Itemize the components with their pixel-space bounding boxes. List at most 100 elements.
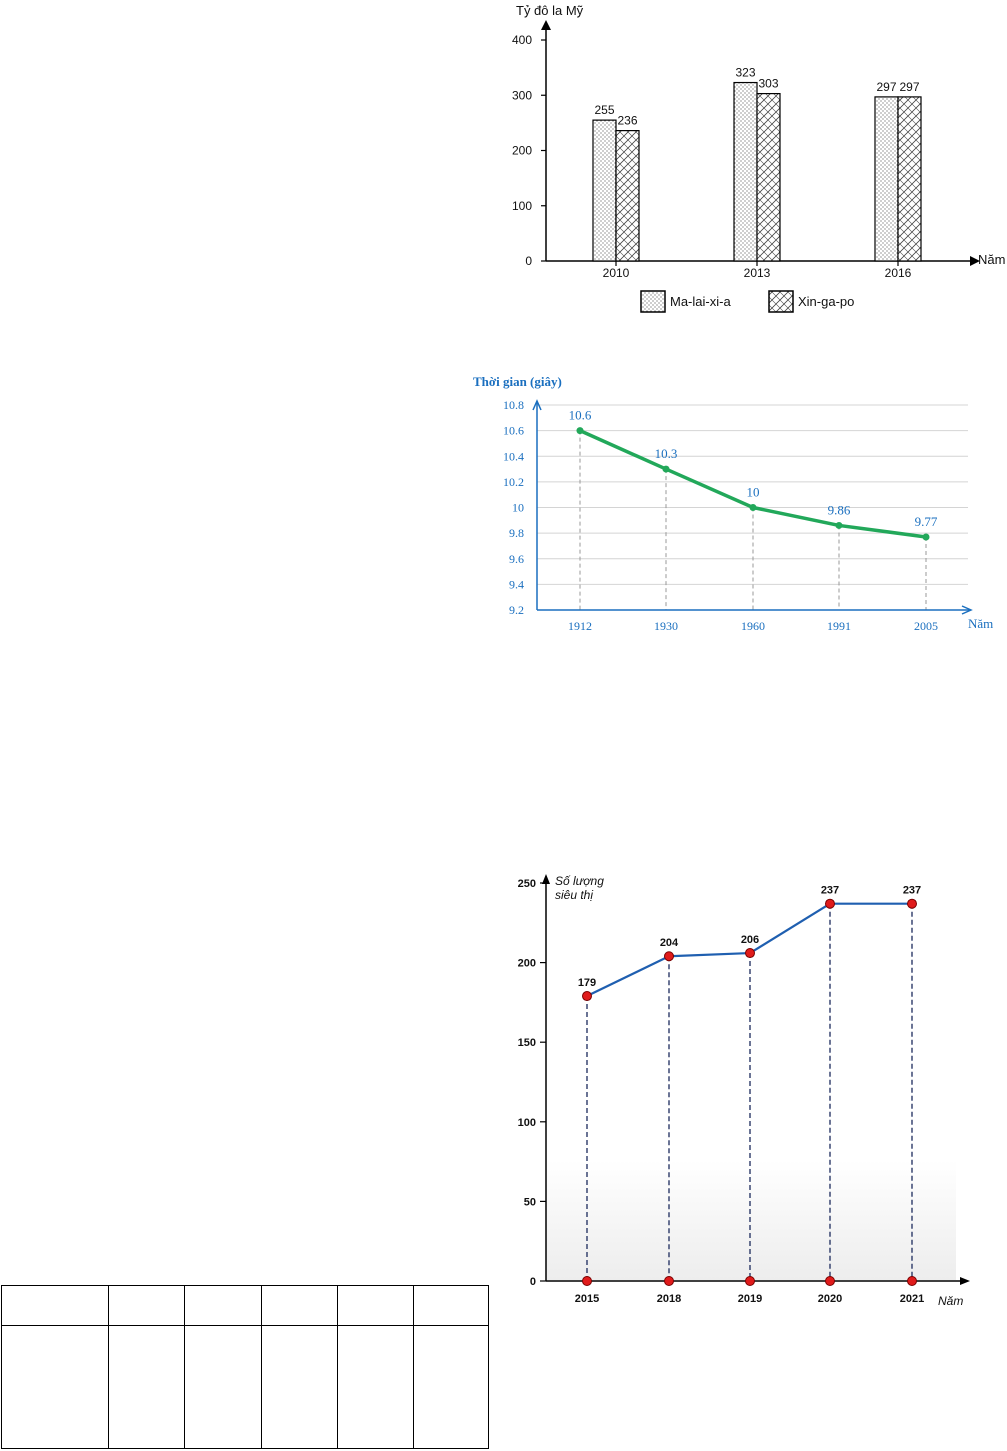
line2-x-tick-label: 2019 bbox=[738, 1293, 762, 1305]
line2-y-axis-label-2: siêu thị bbox=[555, 888, 593, 902]
bar-y-tick-label: 300 bbox=[512, 88, 532, 102]
bar-singapore bbox=[897, 96, 922, 262]
line2-y-tick-label: 150 bbox=[518, 1037, 536, 1049]
line1-value-label: 10 bbox=[747, 485, 760, 500]
table-cell bbox=[261, 1325, 338, 1449]
legend-swatch-malaysia bbox=[640, 290, 666, 313]
line1-series: 10.6 10.3 10 9.86 9.77 bbox=[569, 408, 938, 541]
line2-base-point bbox=[664, 1276, 674, 1286]
legend-label-singapore: Xin-ga-po bbox=[798, 294, 854, 309]
line2-base-point bbox=[745, 1276, 755, 1286]
line1-point bbox=[662, 465, 670, 473]
table-cell bbox=[261, 1285, 338, 1326]
bar-x-tick-label: 2013 bbox=[744, 266, 771, 280]
bar-value-label: 255 bbox=[594, 103, 614, 117]
line1-grid bbox=[537, 404, 968, 610]
line1-y-axis-label: Thời gian (giây) bbox=[473, 374, 562, 389]
bar-x-tick-label: 2016 bbox=[885, 266, 912, 280]
line1-y-tick-label: 9.8 bbox=[509, 526, 524, 540]
table-cell bbox=[413, 1325, 489, 1449]
line1-y-tick-label: 10.2 bbox=[503, 475, 524, 489]
line2-y-axis-arrow bbox=[542, 874, 550, 884]
line1-value-label: 10.6 bbox=[569, 408, 592, 423]
line2-point bbox=[825, 898, 835, 909]
line1-point bbox=[749, 504, 757, 511]
line2-y-tick-label: 200 bbox=[518, 958, 536, 970]
supermarket-line-chart: Số lượng siêu thị 0 50 100 150 200 250 2015 201… bbox=[518, 874, 970, 1308]
line1-point bbox=[835, 521, 843, 529]
bar-y-tick-label: 0 bbox=[525, 254, 532, 268]
line2-value-label: 237 bbox=[903, 885, 921, 897]
bar-y-tick-label: 400 bbox=[512, 33, 532, 47]
line1-y-tick-label: 10 bbox=[512, 501, 524, 515]
line1-y-tick-label: 9.4 bbox=[509, 577, 524, 591]
bar-y-tick-label: 200 bbox=[512, 144, 532, 158]
line1-y-axis-arrow bbox=[532, 399, 542, 411]
table-cell bbox=[1, 1325, 109, 1449]
line1-y-tick-label: 10.4 bbox=[503, 449, 524, 463]
line2-series: 179 204 206 237 237 bbox=[578, 885, 921, 1286]
line2-point bbox=[907, 898, 917, 909]
line2-x-axis-arrow bbox=[960, 1277, 970, 1285]
bar-y-tick-label: 100 bbox=[512, 199, 532, 213]
line2-x-tick-label: 2015 bbox=[575, 1293, 599, 1305]
line2-point bbox=[664, 951, 674, 962]
line2-point bbox=[582, 991, 592, 1002]
bar-legend: Ma-lai-xi-a Xin-ga-po bbox=[640, 290, 854, 313]
table-cell bbox=[184, 1325, 262, 1449]
line2-y-tick-label: 50 bbox=[524, 1196, 536, 1208]
table-cell bbox=[184, 1285, 262, 1326]
line1-x-tick-label: 1930 bbox=[654, 619, 678, 633]
table-cell bbox=[108, 1285, 185, 1326]
line2-x-tick-label: 2021 bbox=[900, 1293, 924, 1305]
table-cell bbox=[413, 1285, 489, 1326]
table-cell bbox=[108, 1325, 185, 1449]
line1-y-tick-label: 10.8 bbox=[503, 398, 524, 412]
line2-x-tick-label: 2020 bbox=[818, 1293, 842, 1305]
line2-value-label: 206 bbox=[741, 934, 759, 946]
legend-label-malaysia: Ma-lai-xi-a bbox=[670, 294, 731, 309]
line1-point bbox=[576, 427, 584, 435]
line1-value-label: 10.3 bbox=[655, 446, 678, 461]
line2-x-tick-label: 2018 bbox=[657, 1293, 681, 1305]
line2-y-tick-label: 100 bbox=[518, 1117, 536, 1129]
bar-value-label: 236 bbox=[617, 114, 637, 128]
bar-chart: Tỷ đô la Mỹ 0 100 200 300 400 2010 2013 2016 25… bbox=[512, 3, 1005, 313]
line2-y-tick-label: 250 bbox=[518, 878, 536, 890]
line1-y-tick-label: 9.2 bbox=[509, 603, 524, 617]
bar-value-label: 323 bbox=[735, 66, 755, 80]
line1-x-axis-arrow bbox=[961, 605, 973, 615]
line2-axes: 0 50 100 150 200 250 2015 2018 2019 2020 2021 bbox=[518, 874, 970, 1305]
line2-value-label: 237 bbox=[821, 885, 839, 897]
line2-x-axis-label: Năm bbox=[938, 1294, 963, 1308]
line1-value-label: 9.86 bbox=[828, 502, 851, 517]
line2-value-label: 204 bbox=[660, 937, 679, 949]
line1-y-tick-label: 9.6 bbox=[509, 552, 524, 566]
line1-y-tick-label: 10.6 bbox=[503, 424, 524, 438]
bar-x-axis-label: Năm bbox=[978, 252, 1005, 267]
line1-point bbox=[922, 533, 930, 541]
bar-singapore bbox=[756, 92, 781, 262]
line2-value-label: 179 bbox=[578, 977, 596, 989]
line2-base-point bbox=[825, 1276, 835, 1286]
legend-swatch-singapore bbox=[768, 290, 794, 313]
line1-x-axis-label: Năm bbox=[968, 616, 993, 631]
line1-x-tick-label: 1960 bbox=[741, 619, 765, 633]
bar-value-label: 303 bbox=[758, 77, 778, 91]
bar-x-axis-arrow bbox=[970, 256, 980, 266]
line1-value-label: 9.77 bbox=[915, 514, 938, 529]
bar-value-label: 297 bbox=[876, 80, 896, 94]
bar-singapore bbox=[615, 130, 640, 262]
line1-x-tick-label: 1991 bbox=[827, 619, 851, 633]
table-cell bbox=[337, 1325, 414, 1449]
empty-table bbox=[1, 1285, 489, 1449]
table-cell bbox=[337, 1285, 414, 1326]
bar-value-label: 297 bbox=[899, 80, 919, 94]
table-cell bbox=[1, 1285, 109, 1326]
line1-x-tick-label: 2005 bbox=[914, 619, 938, 633]
line2-base-point bbox=[582, 1276, 592, 1286]
bar-y-axis-label: Tỷ đô la Mỹ bbox=[516, 3, 584, 18]
bar-x-tick-label: 2010 bbox=[603, 266, 630, 280]
line2-base-point bbox=[907, 1276, 917, 1286]
